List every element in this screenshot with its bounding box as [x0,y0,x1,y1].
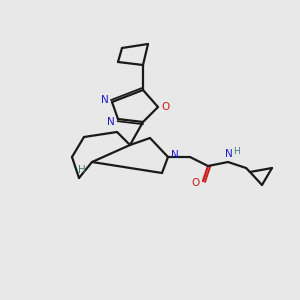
Text: N: N [107,117,115,127]
Text: N: N [101,95,109,105]
Text: O: O [191,178,199,188]
Text: H: H [78,165,86,175]
Text: N: N [225,149,233,159]
Text: H: H [232,148,239,157]
Text: N: N [171,150,179,160]
Text: O: O [161,102,169,112]
